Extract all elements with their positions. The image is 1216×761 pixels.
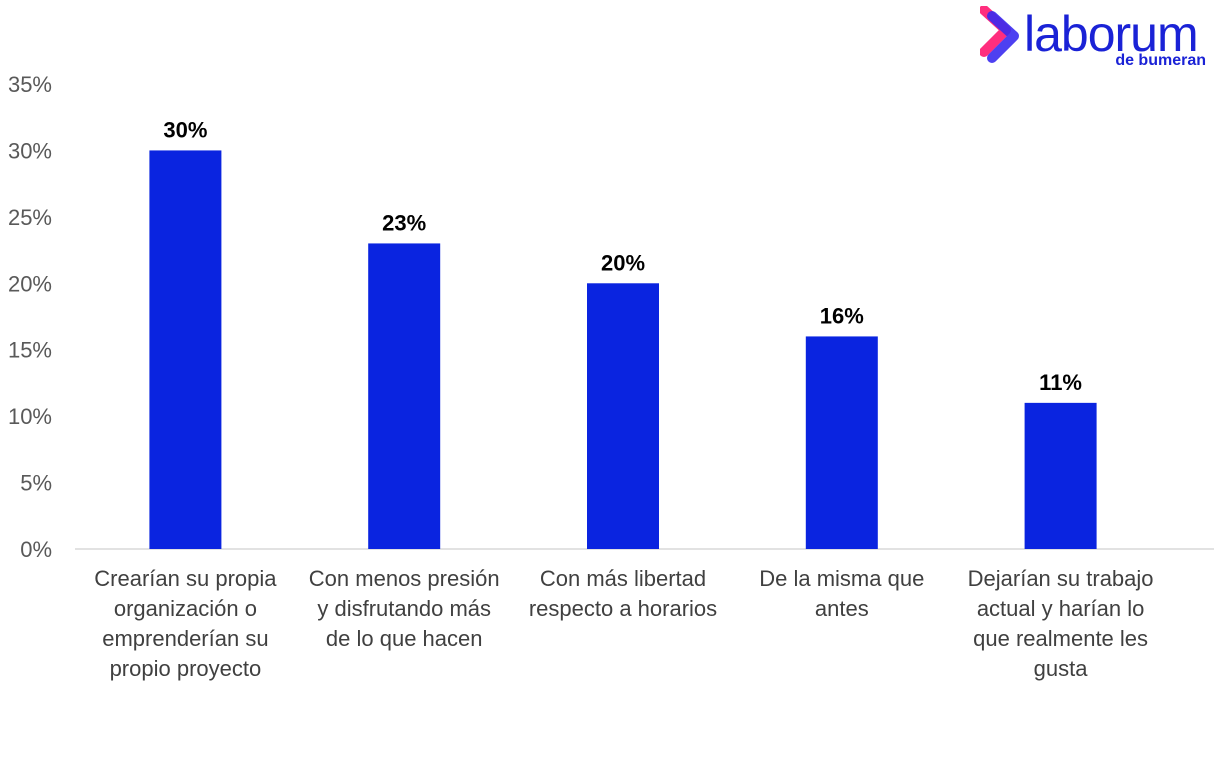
x-tick-label-line: De la misma que [759, 566, 924, 591]
y-axis: 0% 5% 10% 15% 20% 25% 30% 35% [8, 72, 52, 562]
y-tick-label: 25% [8, 205, 52, 230]
bar [368, 243, 441, 549]
x-tick-label-line: antes [815, 596, 869, 621]
bars [149, 150, 1097, 549]
x-tick-label-line: organización o [114, 596, 257, 621]
data-label: 23% [382, 210, 426, 235]
brand-name: laborum [1024, 6, 1199, 62]
laborum-chevron-icon [980, 6, 1019, 63]
x-axis: Crearían su propia organización o emprende… [94, 566, 1153, 681]
brand-logo: laborum de bumeran [980, 4, 1210, 70]
data-labels: 30% 23% 20% 16% 11% [163, 117, 1082, 394]
x-tick-label-line: Con menos presión [309, 566, 500, 591]
y-tick-label: 20% [8, 271, 52, 296]
x-tick-label-line: Con más libertad [540, 566, 706, 591]
x-tick-label-line: y disfrutando más [317, 596, 491, 621]
y-tick-label: 35% [8, 72, 52, 97]
x-tick-label: Con menos presión y disfrutando más de lo … [309, 566, 500, 651]
x-tick-label-line: que realmente les [973, 626, 1148, 651]
y-tick-label: 5% [20, 471, 52, 496]
y-tick-label: 15% [8, 338, 52, 363]
data-label: 30% [163, 117, 207, 142]
x-tick-label-line: de lo que hacen [326, 626, 483, 651]
x-tick-label-line: emprenderían su [102, 626, 268, 651]
bar [587, 283, 659, 549]
data-label: 16% [820, 303, 864, 328]
y-tick-label: 0% [20, 537, 52, 562]
x-tick-label-line: propio proyecto [110, 656, 262, 681]
brand-tagline: de bumeran [1115, 52, 1206, 69]
y-tick-label: 30% [8, 138, 52, 163]
x-tick-label-line: Dejarían su trabajo [968, 566, 1154, 591]
x-tick-label-line: Crearían su propia [94, 566, 277, 591]
data-label: 11% [1039, 370, 1082, 395]
x-tick-label: De la misma que antes [759, 566, 924, 621]
x-tick-label-line: gusta [1034, 656, 1089, 681]
bar [1024, 402, 1097, 549]
bar [149, 150, 222, 549]
x-tick-label: Crearían su propia organización o emprende… [94, 566, 277, 681]
x-tick-label-line: respecto a horarios [529, 596, 717, 621]
data-label: 20% [601, 250, 645, 275]
x-tick-label: Dejarían su trabajo actual y harían lo que… [968, 566, 1154, 681]
x-tick-label-line: actual y harían lo [977, 596, 1145, 621]
x-tick-label: Con más libertad respecto a horarios [529, 566, 717, 621]
y-tick-label: 10% [8, 404, 52, 429]
bar [805, 336, 878, 549]
